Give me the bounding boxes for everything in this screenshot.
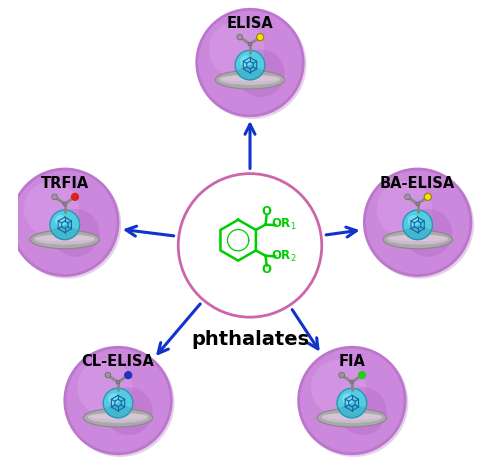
Circle shape <box>235 50 265 80</box>
Ellipse shape <box>387 235 448 241</box>
Circle shape <box>77 359 132 415</box>
Wedge shape <box>104 403 132 418</box>
Ellipse shape <box>220 74 280 85</box>
Circle shape <box>178 174 322 317</box>
Circle shape <box>24 181 79 237</box>
Ellipse shape <box>383 230 452 249</box>
Ellipse shape <box>34 234 96 245</box>
Circle shape <box>404 194 410 200</box>
Circle shape <box>416 202 420 206</box>
Circle shape <box>298 347 405 454</box>
Circle shape <box>116 380 120 384</box>
Circle shape <box>311 359 366 415</box>
Ellipse shape <box>198 10 306 119</box>
Circle shape <box>256 34 264 41</box>
Circle shape <box>103 388 133 418</box>
Circle shape <box>364 169 471 275</box>
Wedge shape <box>338 403 366 418</box>
Ellipse shape <box>387 234 448 245</box>
Ellipse shape <box>88 412 148 423</box>
Circle shape <box>339 372 344 378</box>
Circle shape <box>104 387 152 435</box>
Text: ELISA: ELISA <box>226 16 274 31</box>
Ellipse shape <box>84 408 153 427</box>
Text: FIA: FIA <box>338 354 365 369</box>
Circle shape <box>105 372 110 378</box>
Circle shape <box>337 388 366 418</box>
Circle shape <box>52 194 58 200</box>
Wedge shape <box>236 65 264 80</box>
Text: phthalates: phthalates <box>191 330 309 349</box>
Ellipse shape <box>66 348 174 457</box>
Circle shape <box>248 42 252 46</box>
Circle shape <box>63 202 66 206</box>
Circle shape <box>376 181 432 237</box>
Circle shape <box>350 380 354 384</box>
Ellipse shape <box>317 408 386 427</box>
Circle shape <box>358 371 366 379</box>
Text: CL-ELISA: CL-ELISA <box>82 354 154 369</box>
Circle shape <box>240 55 252 67</box>
Ellipse shape <box>34 235 96 241</box>
Ellipse shape <box>30 230 100 249</box>
Text: O: O <box>262 263 272 276</box>
Text: O: O <box>262 205 272 218</box>
Circle shape <box>236 49 284 97</box>
Circle shape <box>55 215 66 226</box>
Circle shape <box>50 210 80 240</box>
Text: BA-ELISA: BA-ELISA <box>380 176 455 191</box>
Circle shape <box>408 215 419 226</box>
Circle shape <box>197 9 303 116</box>
Text: TRFIA: TRFIA <box>40 176 89 191</box>
Circle shape <box>338 387 386 435</box>
Circle shape <box>237 34 242 40</box>
Circle shape <box>403 210 432 240</box>
Ellipse shape <box>12 170 121 279</box>
Ellipse shape <box>322 412 382 423</box>
Circle shape <box>424 194 432 200</box>
Circle shape <box>124 371 132 379</box>
Ellipse shape <box>220 75 280 81</box>
Wedge shape <box>51 225 78 240</box>
Circle shape <box>404 209 452 257</box>
Ellipse shape <box>216 70 284 89</box>
Text: OR$_2$: OR$_2$ <box>270 249 296 264</box>
Circle shape <box>12 169 118 275</box>
Ellipse shape <box>366 170 474 279</box>
Wedge shape <box>404 225 431 240</box>
Circle shape <box>72 194 78 200</box>
Ellipse shape <box>322 413 382 419</box>
Text: OR$_1$: OR$_1$ <box>270 217 296 232</box>
Circle shape <box>52 209 100 257</box>
Ellipse shape <box>300 348 408 457</box>
Circle shape <box>65 347 172 454</box>
Circle shape <box>209 21 264 77</box>
Ellipse shape <box>88 413 148 419</box>
Circle shape <box>108 393 120 405</box>
Circle shape <box>342 393 353 405</box>
